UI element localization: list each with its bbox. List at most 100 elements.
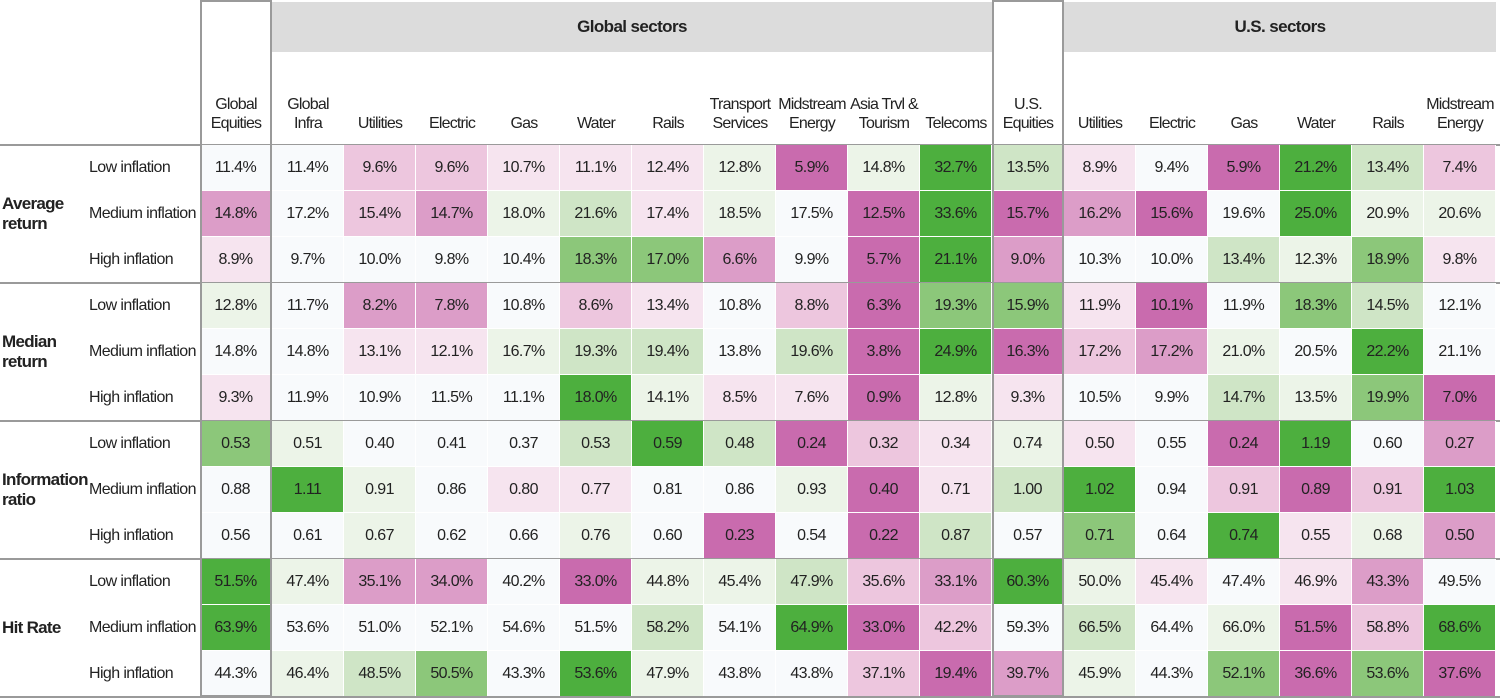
table-cell: 51.0% [344, 605, 416, 651]
table-cell: 32.7% [920, 145, 992, 191]
table-cell: 44.8% [632, 559, 704, 605]
table-cell: 7.6% [776, 375, 848, 421]
column-header: Gas [510, 115, 539, 132]
table-cell: 10.8% [704, 283, 776, 329]
table-cell: 12.8% [200, 283, 272, 329]
column-header: Telecoms [925, 115, 987, 132]
table-cell: 45.4% [704, 559, 776, 605]
table-cell: 44.3% [200, 651, 272, 697]
table-cell: 0.50 [1424, 513, 1496, 559]
table-cell: 13.1% [344, 329, 416, 375]
table-cell: 13.8% [704, 329, 776, 375]
table-cell: 50.0% [1064, 559, 1136, 605]
table-cell: 47.4% [1208, 559, 1280, 605]
table-cell: 14.8% [272, 329, 344, 375]
table-cell: 49.5% [1424, 559, 1496, 605]
group-header: Global sectors [272, 2, 992, 52]
table-cell: 19.4% [920, 651, 992, 697]
table-cell: 40.2% [488, 559, 560, 605]
table-cell: 10.0% [1136, 237, 1208, 283]
table-cell: 0.24 [1208, 421, 1280, 467]
table-cell: 33.6% [920, 191, 992, 237]
table-cell: 17.5% [776, 191, 848, 237]
table-cell: 21.2% [1280, 145, 1352, 191]
table-cell: 43.8% [704, 651, 776, 697]
table-cell: 18.3% [1280, 283, 1352, 329]
table-cell: 1.00 [992, 467, 1064, 513]
table-cell: 0.54 [776, 513, 848, 559]
table-cell: 35.1% [344, 559, 416, 605]
table-cell: 64.4% [1136, 605, 1208, 651]
table-cell: 46.9% [1280, 559, 1352, 605]
table-cell: 0.74 [992, 421, 1064, 467]
table-cell: 9.9% [776, 237, 848, 283]
table-cell: 11.4% [272, 145, 344, 191]
table-cell: 52.1% [416, 605, 488, 651]
table-cell: 37.1% [848, 651, 920, 697]
column-header: Electric [428, 115, 476, 132]
table-cell: 47.9% [776, 559, 848, 605]
table-cell: 9.9% [1136, 375, 1208, 421]
row-label: Low inflation [89, 297, 171, 314]
table-cell: 0.86 [416, 467, 488, 513]
table-cell: 0.61 [272, 513, 344, 559]
table-cell: 46.4% [272, 651, 344, 697]
table-cell: 5.7% [848, 237, 920, 283]
table-cell: 0.62 [416, 513, 488, 559]
table-cell: 15.9% [992, 283, 1064, 329]
table-cell: 45.4% [1136, 559, 1208, 605]
table-cell: 45.9% [1064, 651, 1136, 697]
table-cell: 14.8% [848, 145, 920, 191]
column-header: Midstream Energy [778, 96, 846, 132]
table-cell: 53.6% [1352, 651, 1424, 697]
table-cell: 52.1% [1208, 651, 1280, 697]
table-cell: 5.9% [1208, 145, 1280, 191]
table-cell: 0.77 [560, 467, 632, 513]
table-cell: 0.76 [560, 513, 632, 559]
table-cell: 10.3% [1064, 237, 1136, 283]
table-cell: 0.9% [848, 375, 920, 421]
column-header: Rails [652, 115, 684, 132]
table-cell: 60.3% [992, 559, 1064, 605]
table-cell: 19.6% [776, 329, 848, 375]
table-cell: 0.37 [488, 421, 560, 467]
section-label: Median return [2, 332, 57, 371]
table-cell: 22.2% [1352, 329, 1424, 375]
table-cell: 12.1% [1424, 283, 1496, 329]
section-label: Hit Rate [2, 618, 61, 637]
column-header: Midstream Energy [1426, 96, 1494, 132]
table-cell: 0.91 [1352, 467, 1424, 513]
table-cell: 37.6% [1424, 651, 1496, 697]
table-cell: 25.0% [1280, 191, 1352, 237]
table-cell: 10.7% [488, 145, 560, 191]
table-cell: 11.7% [272, 283, 344, 329]
table-cell: 18.0% [560, 375, 632, 421]
table-cell: 8.9% [200, 237, 272, 283]
group-header: U.S. sectors [1064, 2, 1496, 52]
table-cell: 0.40 [848, 467, 920, 513]
table-cell: 11.9% [1064, 283, 1136, 329]
table-cell: 14.8% [200, 191, 272, 237]
table-cell: 9.0% [992, 237, 1064, 283]
table-cell: 0.55 [1136, 421, 1208, 467]
table-cell: 14.8% [200, 329, 272, 375]
table-cell: 34.0% [416, 559, 488, 605]
column-header: Global Equities [210, 96, 262, 132]
table-cell: 14.5% [1352, 283, 1424, 329]
table-cell: 48.5% [344, 651, 416, 697]
table-cell: 54.6% [488, 605, 560, 651]
column-frame [200, 0, 272, 697]
table-cell: 11.5% [416, 375, 488, 421]
table-cell: 0.34 [920, 421, 992, 467]
table-cell: 0.27 [1424, 421, 1496, 467]
table-cell: 8.9% [1064, 145, 1136, 191]
table-cell: 12.8% [704, 145, 776, 191]
table-cell: 7.8% [416, 283, 488, 329]
table-cell: 1.19 [1280, 421, 1352, 467]
table-cell: 3.8% [848, 329, 920, 375]
table-cell: 15.6% [1136, 191, 1208, 237]
table-cell: 19.4% [632, 329, 704, 375]
table-cell: 0.91 [1208, 467, 1280, 513]
table-cell: 1.02 [1064, 467, 1136, 513]
table-cell: 0.71 [1064, 513, 1136, 559]
